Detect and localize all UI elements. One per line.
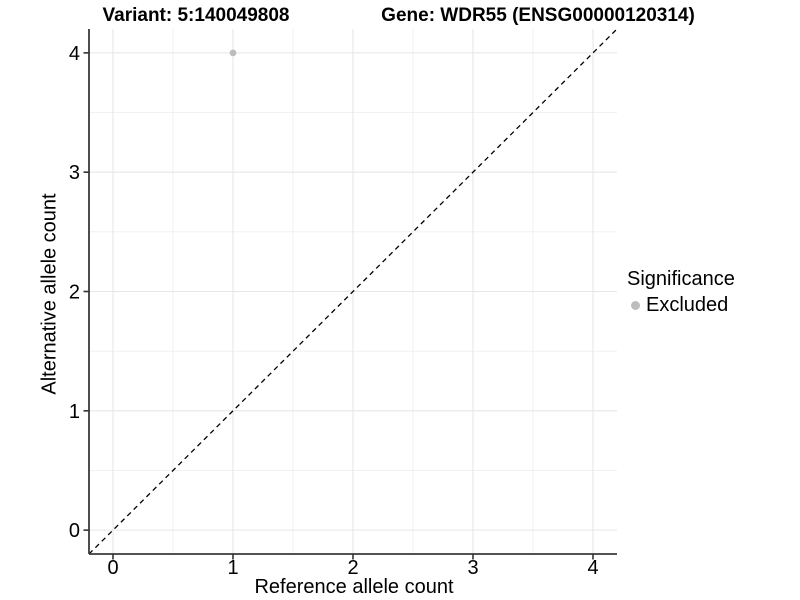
y-tick-label: 0 (69, 520, 80, 542)
y-tick-label: 1 (69, 401, 80, 423)
variant-title: Variant: 5:140049808 (102, 5, 290, 26)
x-axis-title: Reference allele count (254, 576, 454, 598)
x-tick-label: 1 (227, 557, 238, 579)
x-tick-label: 4 (587, 557, 598, 579)
gene-title: Gene: WDR55 (ENSG00000120314) (381, 5, 695, 26)
x-tick-label: 3 (467, 557, 478, 579)
y-tick-label: 3 (69, 162, 80, 184)
legend: Significance Excluded (627, 268, 735, 316)
legend-entry-excluded: Excluded (627, 294, 735, 316)
legend-entry-label: Excluded (646, 294, 729, 316)
x-tick-label: 0 (107, 557, 118, 579)
y-axis-title: Alternative allele count (38, 193, 61, 395)
excluded-point-icon (631, 300, 640, 310)
identity-line (88, 28, 618, 555)
y-tick-label: 2 (69, 282, 80, 304)
legend-title: Significance (627, 268, 735, 290)
data-point (229, 49, 237, 57)
x-tick-label: 2 (347, 557, 358, 579)
y-tick-label: 4 (69, 43, 80, 65)
